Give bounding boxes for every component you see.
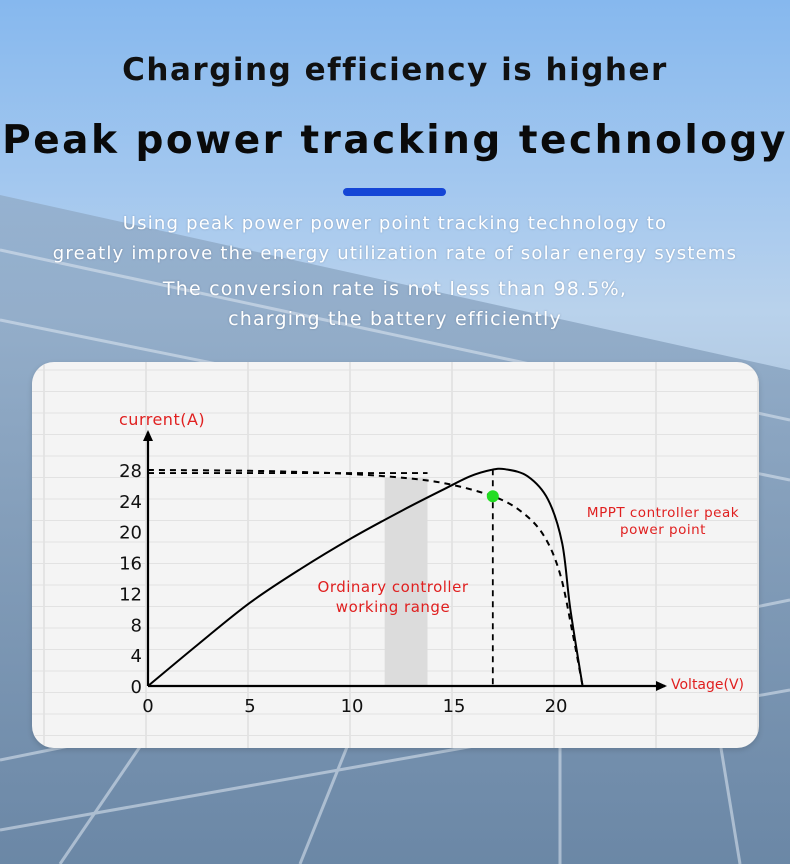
y-tick-label: 12 [119, 584, 142, 605]
annotation-mppt-peak-point: power point [620, 522, 706, 538]
annotation-mppt-peak-point: MPPT controller peak [587, 505, 739, 521]
description-line-1: Using peak power power point tracking te… [122, 213, 668, 234]
y-tick-label: 4 [131, 646, 142, 667]
annotation-ordinary-controller: Ordinary controller [318, 578, 469, 596]
x-tick-label: 10 [341, 696, 364, 717]
annotation-ordinary-controller: working range [336, 598, 450, 616]
power-curve-dashed [147, 469, 584, 687]
section-title: Charging efficiency is higher [122, 52, 668, 88]
y-tick-label: 8 [131, 615, 142, 636]
x-axis-arrow [656, 681, 667, 691]
y-tick-label: 0 [131, 677, 142, 698]
description-line-4: charging the battery efficiently [228, 308, 562, 330]
annotation-layer: Ordinary controller working range MPPT con… [318, 505, 739, 616]
x-tick-label: 5 [244, 696, 255, 717]
shaded-working-range [384, 478, 428, 686]
chart-axes [143, 430, 667, 691]
chart-grid [32, 362, 759, 748]
x-tick-label: 20 [545, 696, 568, 717]
description-line-3: The conversion rate is not less than 98.… [162, 278, 628, 300]
accent-bar [343, 188, 446, 196]
x-tick-label: 15 [443, 696, 466, 717]
headline: Peak power tracking technology [2, 118, 788, 163]
series-layer [147, 467, 584, 687]
iv-curve-solid [147, 467, 584, 687]
y-tick-label: 20 [119, 523, 142, 544]
tick-label-layer: 0 4 8 12 16 20 24 28 0 5 10 15 20 [119, 461, 567, 717]
y-axis-label: current(A) [119, 410, 205, 429]
shaded-band-layer [384, 478, 428, 686]
y-tick-label: 28 [119, 461, 142, 482]
y-axis-arrow [143, 430, 153, 441]
chart-card: 0 4 8 12 16 20 24 28 0 5 10 15 20 current(A) Voltage… [32, 362, 759, 748]
y-tick-label: 24 [119, 492, 142, 513]
x-tick-label: 0 [142, 696, 153, 717]
description-line-2: greatly improve the energy utilization r… [52, 243, 738, 264]
iv-curve-chart: 0 4 8 12 16 20 24 28 0 5 10 15 20 current(A) Voltage… [32, 362, 759, 748]
y-tick-label: 16 [119, 554, 142, 575]
x-axis-label: Voltage(V) [671, 677, 744, 693]
mpp-point-marker [486, 490, 499, 503]
